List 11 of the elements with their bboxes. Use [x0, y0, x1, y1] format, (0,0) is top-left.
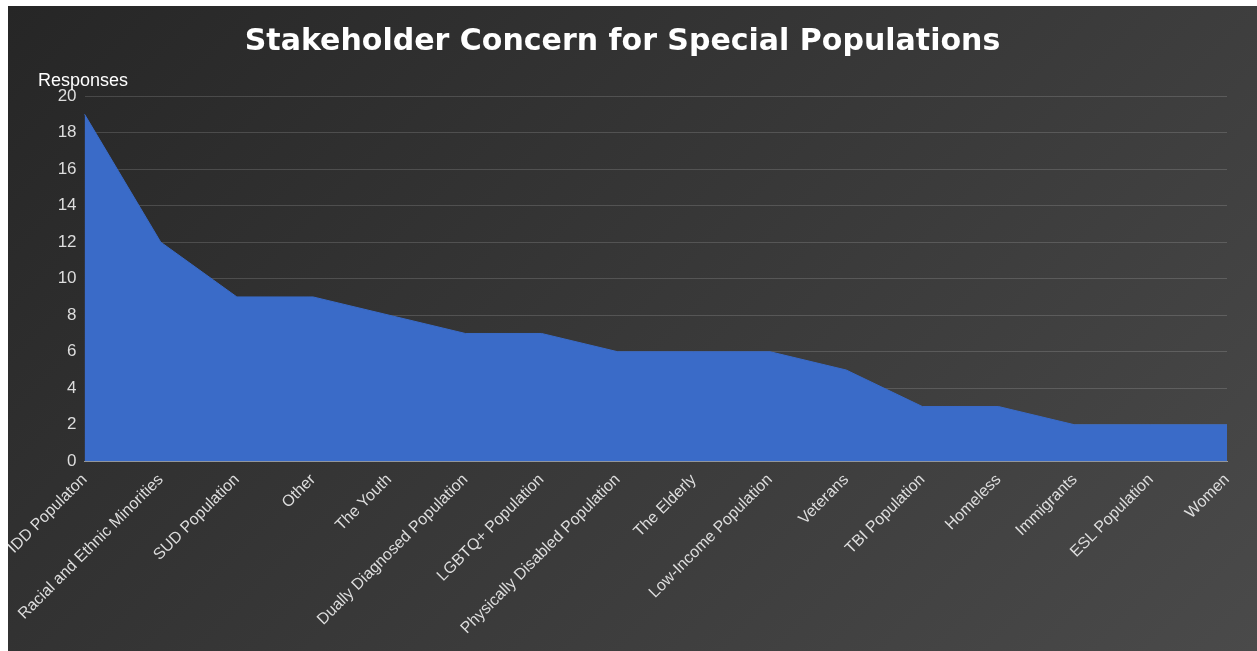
- y-tick-label: 8: [67, 304, 77, 324]
- y-tick-label: 10: [57, 268, 77, 288]
- y-tick-label: 14: [57, 195, 77, 215]
- y-tick-label: 2: [67, 414, 77, 434]
- y-tick-label: 18: [57, 122, 77, 142]
- y-tick-label: 4: [67, 377, 77, 397]
- y-tick-label: 6: [67, 341, 77, 361]
- y-tick-label: 12: [57, 231, 77, 251]
- y-tick-label: 16: [57, 158, 77, 178]
- y-tick-label: 0: [67, 451, 77, 471]
- chart-title: Stakeholder Concern for Special Populations: [244, 21, 1001, 57]
